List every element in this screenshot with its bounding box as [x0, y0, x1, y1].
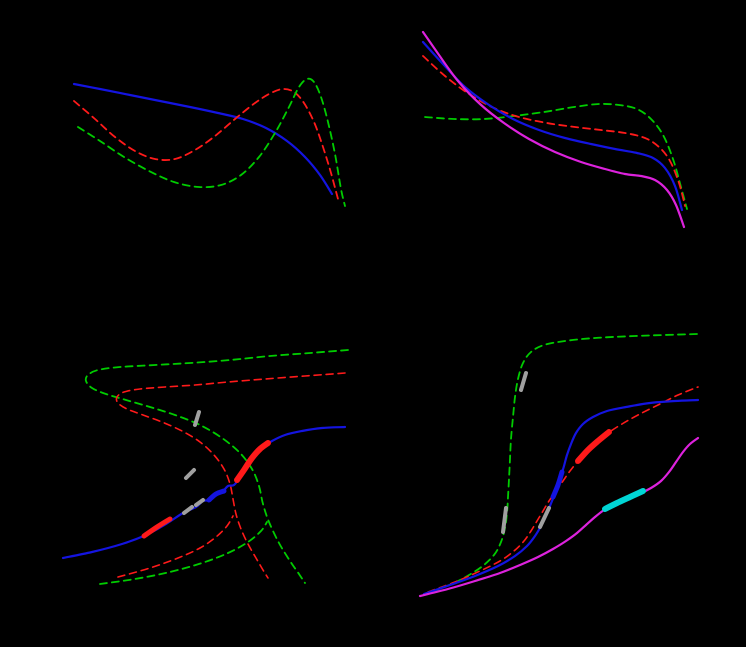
bottom-left-red-dashed-upper-curve — [115, 372, 346, 579]
bottom-right-thick-gray-a-curve — [501, 506, 508, 534]
top-right-magenta-solid-curve — [421, 30, 686, 229]
bottom-right-thick-blue-curve — [550, 469, 565, 500]
bottom-left-red-dashed-lower-curve — [117, 515, 234, 578]
bottom-left-green-dashed-upper-curve — [84, 349, 349, 584]
top-left-red-dashed-curve — [73, 88, 339, 200]
bottom-right-gray-tick-curve — [519, 371, 528, 392]
top-right-red-dashed-curve — [422, 55, 686, 207]
bottom-left-green-dashed-lower-curve — [99, 521, 268, 585]
bottom-right-red-dashed-curve — [427, 386, 699, 593]
bottom-left-thick-gray-b-curve — [194, 498, 205, 507]
bottom-right-thick-cyan-curve — [602, 488, 646, 512]
top-right-blue-solid-curve — [421, 40, 684, 212]
bottom-left-gray-tick-curve — [193, 410, 201, 427]
bottom-left-thick-gray-c-curve — [184, 468, 196, 480]
bottom-left-thick-red-upper-curve — [234, 440, 271, 483]
bottom-left-thick-gray-a-curve — [182, 505, 194, 515]
bottom-left-blue-solid-curve — [61, 425, 347, 560]
bottom-right-blue-solid-curve — [422, 398, 700, 596]
bottom-left-thick-blue-curve — [206, 488, 227, 503]
top-right-green-dashed-curve — [424, 103, 688, 210]
top-left-green-dashed-curve — [77, 77, 346, 207]
bottom-right-thick-red-curve — [575, 429, 612, 464]
bottom-left-thick-red-lower-curve — [141, 516, 173, 539]
bottom-right-magenta-solid-curve — [418, 436, 700, 598]
bottom-right-thick-gray-b-curve — [538, 506, 551, 529]
bottom-right-green-dashed-curve — [431, 333, 699, 593]
top-left-blue-solid-curve — [72, 82, 334, 196]
